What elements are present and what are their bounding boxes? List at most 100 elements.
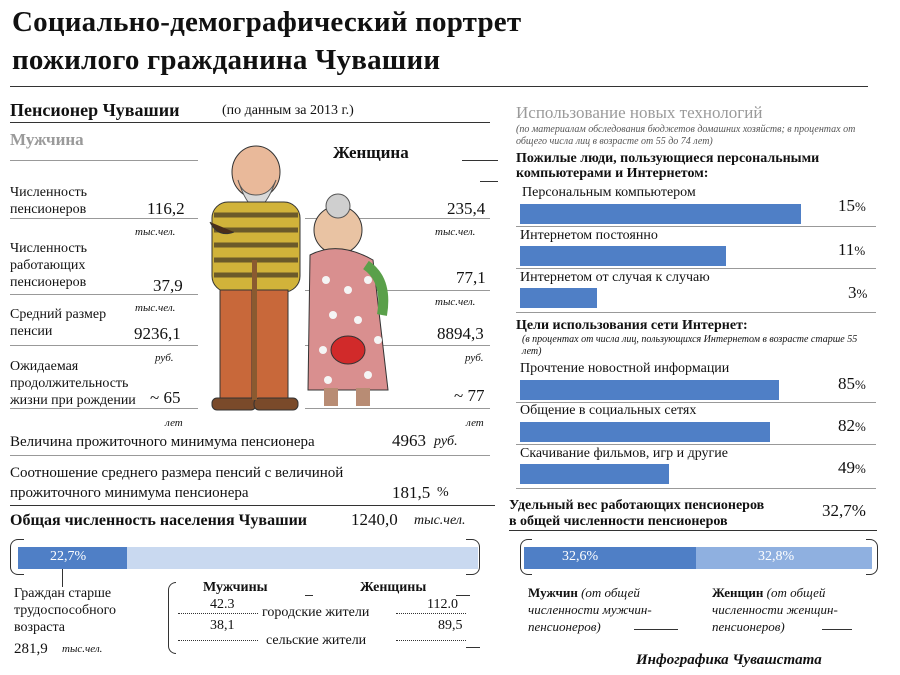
goal-value-social: 82% [838, 416, 866, 435]
rural-end-rule [466, 647, 480, 648]
population-share-track [18, 547, 478, 569]
working-rule [509, 530, 877, 531]
goal-bar-downloads [520, 464, 669, 484]
pc-rule-1 [516, 226, 876, 227]
ratio-label: Соотношение среднего размера пенсий с ве… [10, 465, 344, 501]
population-share-label: 22,7% [50, 549, 87, 564]
working-men-caption: Мужчин (от общей численности мужчин-пенс… [528, 585, 652, 634]
goal-item-label: Общение в социальных сетях [520, 403, 697, 418]
goal-bar-social [520, 422, 770, 442]
working-bracket-right [866, 539, 878, 575]
pc-bar-internet-regular [520, 246, 726, 266]
male-label-rule [10, 160, 198, 161]
breakdown-bracket [168, 582, 176, 654]
population-bracket-right [466, 539, 480, 575]
population-top-rule [10, 505, 495, 506]
row-rule-1 [10, 218, 198, 219]
women-head-rule [456, 595, 470, 596]
urban-dots-left [178, 613, 258, 614]
women-head: Женщины [360, 580, 427, 595]
male-working-value: 37,9 [153, 276, 183, 295]
men-caption-rule [634, 629, 678, 630]
row-label-pension: Средний размер пенсии [10, 307, 107, 339]
population-share-bar [18, 547, 127, 569]
urban-label: городские жители [262, 605, 370, 620]
pc-rule-2 [516, 268, 876, 269]
row-rule-2r [305, 290, 490, 291]
unit-4-female: лет [466, 417, 484, 429]
female-pensioners-value: 235,4 [447, 199, 486, 218]
population-bracket-left [10, 539, 24, 575]
female-pension-value: 8894,3 [437, 324, 484, 343]
row-rule-4 [10, 408, 198, 409]
rural-dots-left [178, 640, 258, 641]
ratio-unit: % [437, 485, 449, 500]
goal-item-label: Скачивание фильмов, игр и другие [520, 446, 728, 461]
urban-men-value: 42.3 [210, 597, 235, 612]
unit-1-male: тыс.чел. [135, 226, 176, 238]
female-working-value: 77,1 [456, 268, 486, 287]
male-life-value: ~ 65 [150, 388, 181, 407]
old-man-figure [209, 145, 301, 411]
unit-3-male: руб. [155, 352, 174, 364]
female-label: Женщина [333, 143, 409, 162]
working-women-bar [696, 547, 872, 569]
pc-heading: Пожилые люди, пользующиеся персональными… [516, 151, 820, 181]
pc-bar-computer [520, 204, 801, 224]
pensioner-heading-note: (по данным за 2013 г.) [222, 103, 354, 118]
row-label-working: Численность работающих пенсионеров [10, 241, 88, 290]
subsistence-rule [10, 455, 490, 456]
row-rule-3r [305, 345, 490, 346]
goal-rule-1 [516, 402, 876, 403]
row-rule-4r [305, 408, 490, 409]
pensioner-rule [10, 122, 490, 123]
unit-2-male: тыс.чел. [135, 302, 176, 314]
goals-heading: Цели использования сети Интернет: [516, 318, 748, 333]
row-label-life: Ожидаемая продолжительность жизни при ро… [10, 359, 136, 408]
working-value: 32,7% [822, 501, 866, 520]
row-rule-1r [305, 218, 490, 219]
goal-bar-news [520, 380, 779, 400]
tech-heading: Использование новых технологий [516, 103, 763, 122]
population-unit: тыс.чел. [414, 513, 466, 528]
male-label: Мужчина [10, 130, 84, 149]
men-head-rule [305, 595, 313, 596]
working-women-bar-label: 32,8% [758, 549, 795, 564]
pc-item-label: Интернетом от случая к случаю [520, 270, 710, 285]
subsistence-value: 4963 [392, 431, 426, 450]
ratio-value: 181,5 [392, 483, 431, 502]
working-men-bar-label: 32,6% [562, 549, 599, 564]
goal-rule-2 [516, 444, 876, 445]
working-bracket-left [520, 539, 532, 575]
row-rule-2 [10, 294, 198, 295]
elderly-couple-illustration [209, 145, 389, 411]
older-label: Граждан старше трудоспособного возраста [14, 586, 116, 635]
female-label-rule-2 [480, 181, 498, 182]
goal-rule-3 [516, 488, 876, 489]
title-rule [10, 86, 868, 87]
share-pointer [62, 569, 63, 587]
older-unit: тыс.чел. [62, 643, 103, 655]
rural-dots-right [396, 640, 466, 641]
rural-men-value: 38,1 [210, 618, 235, 633]
working-women-caption: Женщин (от общей численности женщин-пенс… [712, 585, 838, 634]
urban-dots-right [396, 613, 466, 614]
male-pension-value: 9236,1 [134, 324, 181, 343]
unit-3-female: руб. [465, 352, 484, 364]
row-rule-3 [10, 345, 198, 346]
population-label: Общая численность населения Чувашии [10, 512, 308, 529]
working-label-line1: Удельный вес работающих пенсионеров [509, 498, 765, 513]
goals-note: (в процентах от числа лиц, пользующихся … [522, 334, 858, 357]
female-label-rule [462, 160, 498, 161]
old-woman-figure [307, 193, 389, 406]
pc-value-internet-regular: 11% [838, 240, 866, 259]
pensioner-heading: Пенсионер Чувашии [10, 100, 180, 120]
working-men-bar [524, 547, 696, 569]
pc-bar-internet-occasional [520, 288, 597, 308]
rural-label: сельские жители [266, 633, 367, 648]
pc-value-computer: 15% [838, 196, 866, 215]
men-head: Мужчины [203, 580, 268, 595]
male-pensioners-value: 116,2 [147, 199, 185, 218]
pc-item-label: Персональным компьютером [522, 185, 696, 200]
women-caption-rule [822, 629, 852, 630]
